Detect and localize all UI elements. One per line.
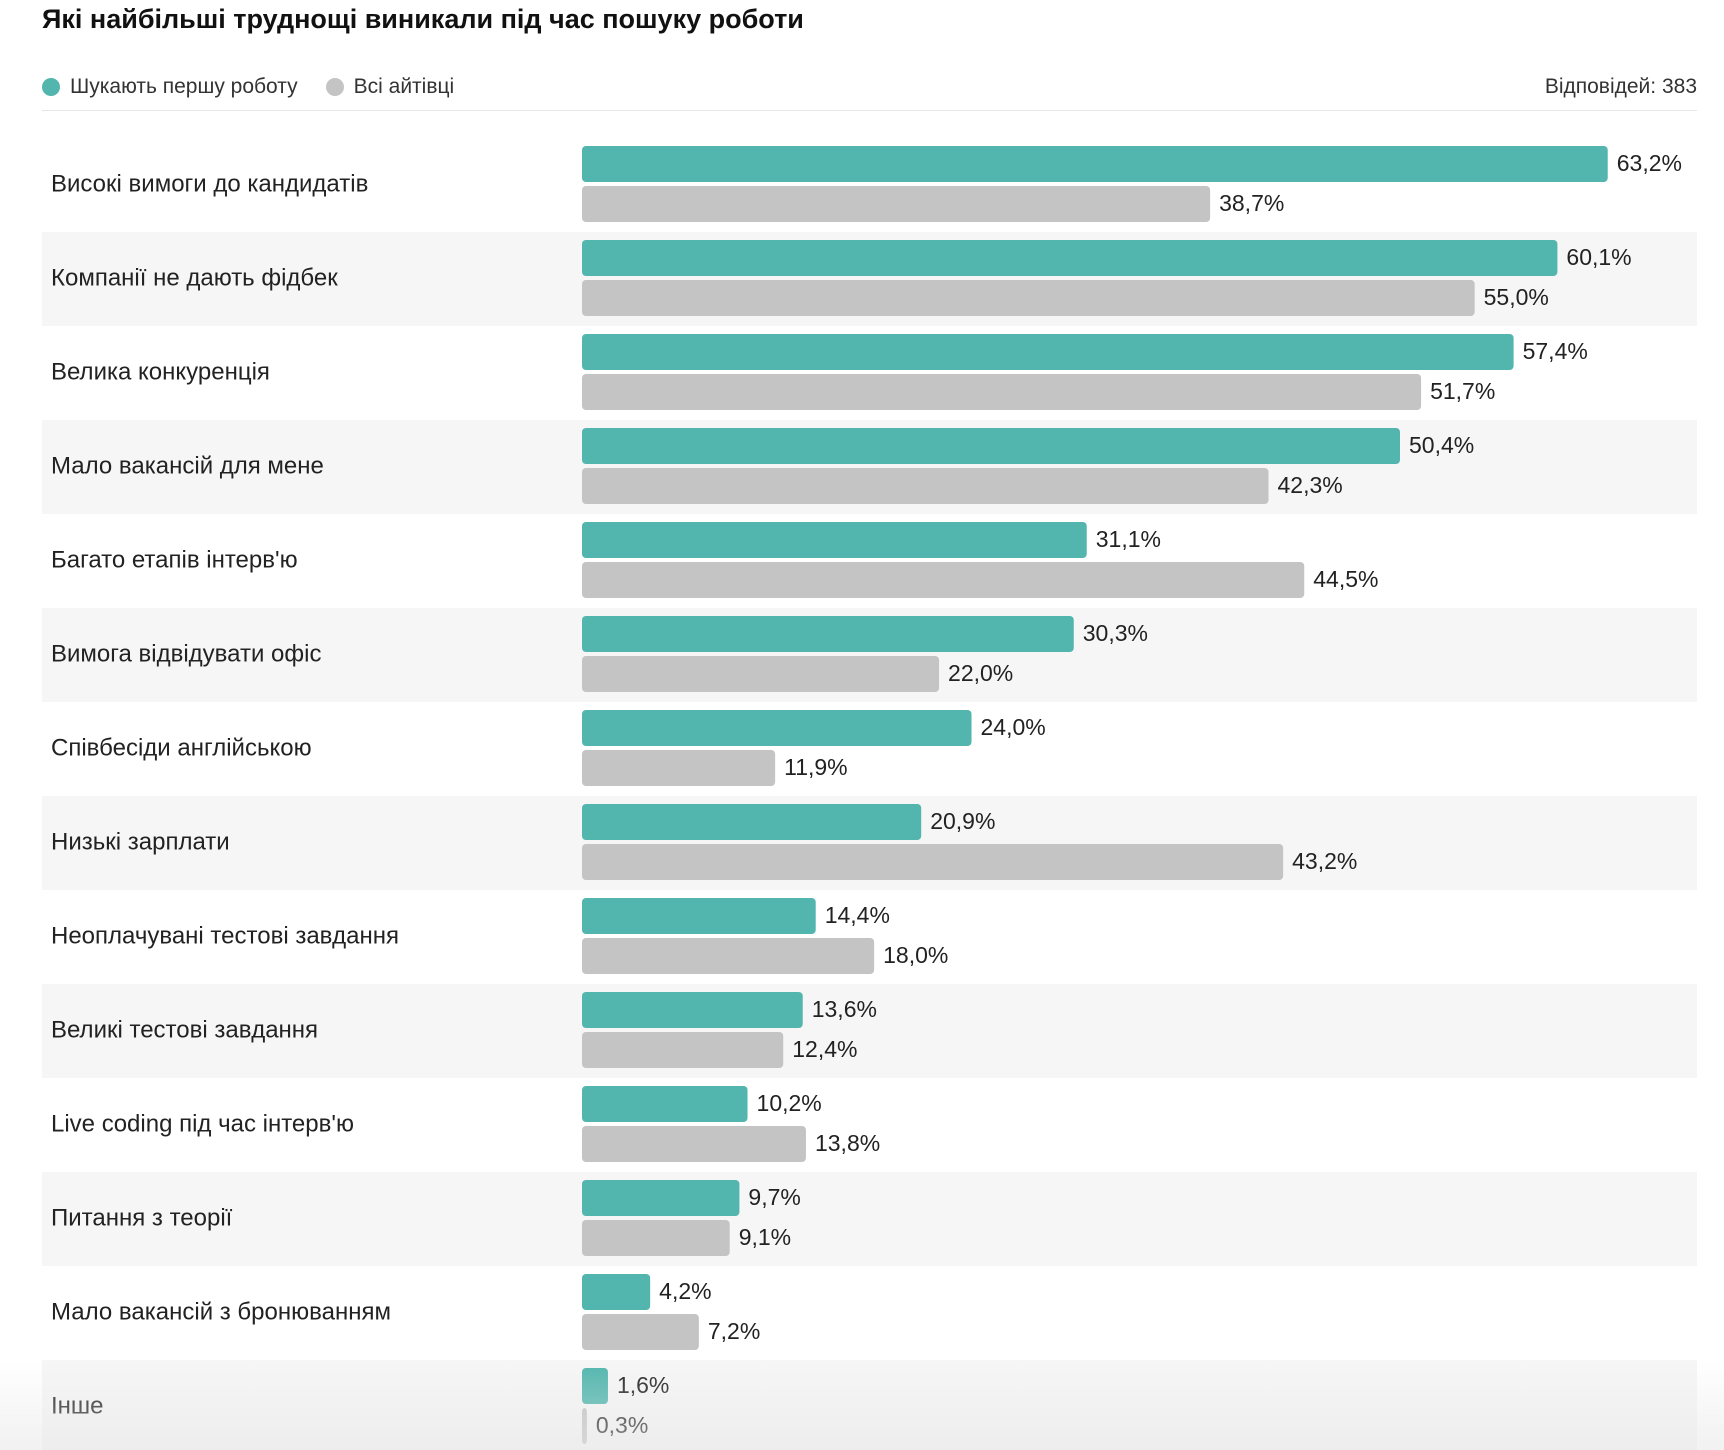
value-label-all: 43,2% — [1292, 848, 1357, 874]
value-label-all: 11,9% — [784, 754, 848, 780]
value-label-first-job: 31,1% — [1096, 526, 1161, 552]
value-label-first-job: 4,2% — [659, 1278, 711, 1304]
value-label-first-job: 30,3% — [1083, 620, 1148, 646]
value-label-first-job: 13,6% — [812, 996, 877, 1022]
bar-all — [582, 468, 1269, 504]
bar-all — [582, 938, 875, 974]
value-label-all: 13,8% — [815, 1130, 880, 1156]
legend: Шукають першу роботу Всі айтівці — [42, 72, 454, 102]
value-label-all: 51,7% — [1430, 378, 1495, 404]
legend-label-all: Всі айтівці — [353, 75, 455, 98]
row-stripe — [42, 1360, 1697, 1450]
bar-first-job — [582, 1274, 651, 1310]
legend-label-first-job: Шукають першу роботу — [70, 75, 298, 98]
value-label-first-job: 50,4% — [1409, 432, 1474, 458]
bar-chart: Високі вимоги до кандидатів 63,2% 38,7% Ком… — [42, 146, 1697, 1450]
row-stripe — [42, 1172, 1697, 1266]
category-label: Мало вакансій з бронюванням — [51, 1298, 391, 1325]
value-label-first-job: 10,2% — [757, 1090, 822, 1116]
bar-all — [582, 280, 1475, 316]
value-label-first-job: 60,1% — [1566, 244, 1631, 270]
header-divider — [42, 110, 1697, 111]
value-label-all: 38,7% — [1219, 190, 1284, 216]
legend-swatch-first-job — [42, 78, 60, 96]
bar-first-job — [582, 616, 1074, 652]
bar-first-job — [582, 1368, 608, 1404]
bar-all — [582, 1126, 806, 1162]
category-label: Вимога відвідувати офіс — [51, 640, 321, 667]
value-label-all: 7,2% — [708, 1318, 760, 1344]
category-label: Великі тестові завдання — [51, 1016, 318, 1043]
bar-first-job — [582, 428, 1400, 464]
value-label-first-job: 20,9% — [930, 808, 995, 834]
category-label: Багато етапів інтерв'ю — [51, 546, 298, 573]
value-label-all: 44,5% — [1313, 566, 1378, 592]
value-label-all: 12,4% — [792, 1036, 857, 1062]
bar-first-job — [582, 898, 816, 934]
category-label: Компанії не дають фідбек — [51, 264, 338, 291]
category-label: Мало вакансій для мене — [51, 452, 324, 479]
chart-title: Які найбільші труднощі виникали під час … — [42, 4, 804, 34]
category-label: Live coding під час інтерв'ю — [51, 1110, 354, 1137]
value-label-first-job: 63,2% — [1617, 150, 1682, 176]
category-label: Співбесіди англійською — [51, 734, 312, 761]
category-label: Велика конкуренція — [51, 358, 270, 385]
value-label-first-job: 1,6% — [617, 1372, 669, 1398]
bar-first-job — [582, 1180, 740, 1216]
bar-first-job — [582, 522, 1087, 558]
bar-all — [582, 844, 1284, 880]
responses-count: Відповідей: 383 — [1544, 75, 1697, 98]
bar-all — [582, 562, 1305, 598]
bar-first-job — [582, 804, 922, 840]
bar-all — [582, 186, 1211, 222]
value-label-all: 0,3% — [596, 1412, 648, 1438]
bar-first-job — [582, 1086, 748, 1122]
value-label-all: 42,3% — [1278, 472, 1343, 498]
value-label-first-job: 14,4% — [825, 902, 890, 928]
row-stripe — [42, 984, 1697, 1078]
category-label: Питання з теорії — [51, 1204, 233, 1231]
bar-first-job — [582, 146, 1608, 182]
value-label-all: 55,0% — [1484, 284, 1549, 310]
bar-all — [582, 656, 940, 692]
bar-all — [582, 750, 776, 786]
value-label-all: 22,0% — [948, 660, 1013, 686]
category-label: Високі вимоги до кандидатів — [51, 170, 368, 197]
value-label-first-job: 24,0% — [981, 714, 1046, 740]
bar-first-job — [582, 334, 1514, 370]
category-label: Інше — [51, 1392, 104, 1419]
bar-all — [582, 1408, 587, 1444]
category-label: Низькі зарплати — [51, 828, 230, 855]
legend-item-first-job[interactable]: Шукають першу роботу — [42, 75, 298, 99]
bar-all — [582, 1314, 699, 1350]
value-label-all: 18,0% — [883, 942, 948, 968]
value-label-first-job: 57,4% — [1523, 338, 1588, 364]
bar-first-job — [582, 710, 972, 746]
bar-first-job — [582, 240, 1558, 276]
bar-all — [582, 374, 1422, 410]
category-label: Неоплачувані тестові завдання — [51, 922, 399, 949]
bar-all — [582, 1032, 784, 1068]
value-label-all: 9,1% — [739, 1224, 791, 1250]
legend-swatch-all — [325, 78, 344, 96]
bar-all — [582, 1220, 730, 1256]
value-label-first-job: 9,7% — [748, 1184, 800, 1210]
bar-first-job — [582, 992, 803, 1028]
legend-item-all[interactable]: Всі айтівці — [325, 75, 455, 99]
